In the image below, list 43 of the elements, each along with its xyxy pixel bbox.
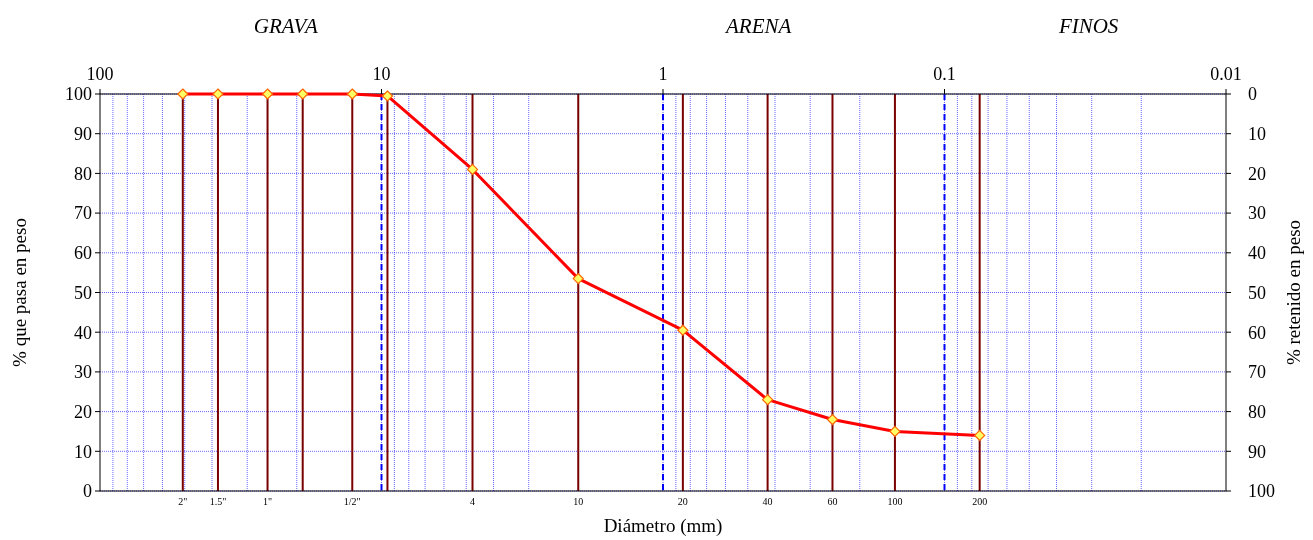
x-tick-label: 1 xyxy=(658,64,668,84)
x-axis-title: Diámetro (mm) xyxy=(603,515,723,537)
y-tick-label: 100 xyxy=(65,84,92,105)
y-tick-label: 60 xyxy=(74,243,92,264)
y-tick-label: 50 xyxy=(74,282,92,303)
y2-tick-label: 50 xyxy=(1248,282,1266,303)
y2-tick-label: 10 xyxy=(1248,124,1266,144)
y-tick-label: 0 xyxy=(83,481,92,502)
y-tick-label: 80 xyxy=(74,163,92,184)
text: GRAVA xyxy=(253,14,318,38)
y-tick-label: 40 xyxy=(74,322,92,343)
annotation: 20 xyxy=(677,496,688,507)
text: ARENA xyxy=(724,14,792,38)
annotation: 1/2" xyxy=(343,496,361,507)
annotation: 1" xyxy=(262,496,273,507)
annotation: 1.5" xyxy=(209,496,227,507)
annotation: 100 xyxy=(887,496,903,507)
y-tick-label: 90 xyxy=(74,124,92,144)
annotation: 2" xyxy=(178,496,188,507)
annotation: 10 xyxy=(573,496,584,507)
annotation: 40 xyxy=(762,496,773,507)
y2-tick-label: 90 xyxy=(1248,441,1266,462)
y2-axis-title: % retenido en peso xyxy=(1283,219,1304,366)
annotation: 200 xyxy=(972,496,988,507)
y2-tick-label: 40 xyxy=(1248,243,1266,264)
y2-tick-label: 80 xyxy=(1248,401,1266,422)
y-tick-label: 30 xyxy=(74,362,92,383)
x-tick-label: 10 xyxy=(372,64,391,84)
annotation: 4 xyxy=(470,496,476,507)
y2-tick-label: 20 xyxy=(1248,163,1266,184)
y2-tick-label: 30 xyxy=(1248,203,1266,224)
y2-tick-label: 60 xyxy=(1248,322,1266,343)
y2-tick-label: 100 xyxy=(1248,481,1275,502)
y2-tick-label: 0 xyxy=(1248,84,1257,105)
y-tick-label: 70 xyxy=(74,203,92,224)
y-axis-title: % que pasa en peso xyxy=(9,218,30,367)
y-tick-label: 10 xyxy=(74,441,92,462)
y-tick-label: 20 xyxy=(74,401,92,422)
text: FINOS xyxy=(1057,14,1119,38)
x-tick-label: 0.1 xyxy=(933,64,956,84)
x-tick-label: 0.01 xyxy=(1210,64,1242,84)
annotation: 60 xyxy=(827,496,838,507)
y2-tick-label: 70 xyxy=(1248,362,1266,383)
